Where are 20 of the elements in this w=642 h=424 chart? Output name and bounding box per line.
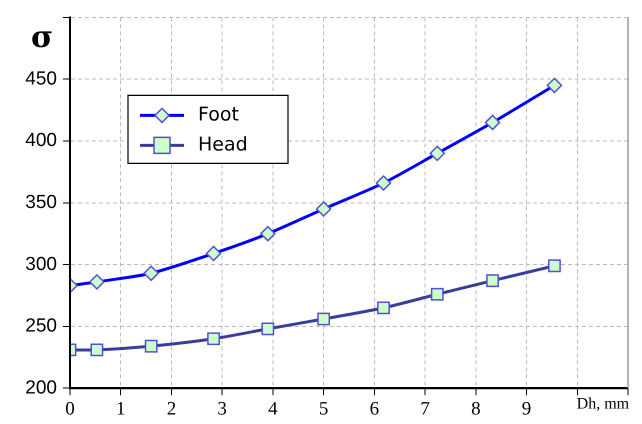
y-tick-label: 200 — [25, 377, 57, 398]
y-tick-label: 450 — [25, 68, 57, 90]
y-tick-label: 300 — [25, 254, 57, 275]
x-tick-label: 4 — [268, 398, 278, 420]
x-tick-label: 8 — [471, 398, 481, 420]
y-tick-label: 250 — [25, 316, 57, 337]
legend-label: Head — [198, 133, 248, 156]
y-tick-label: 350 — [25, 192, 57, 214]
x-tick-label: 6 — [370, 398, 380, 420]
x-tick-label: 7 — [420, 398, 430, 420]
y-tick-label: 400 — [25, 130, 57, 152]
x-tick-label: 3 — [217, 398, 227, 420]
x-tick-label: 2 — [166, 398, 176, 420]
x-axis-title: Dh, mm — [576, 395, 630, 412]
x-tick-label: 0 — [65, 398, 75, 420]
legend-label: Foot — [198, 103, 239, 126]
y-axis-title: σ — [30, 20, 54, 56]
x-tick-label: 1 — [116, 398, 126, 420]
x-tick-label: 5 — [318, 398, 328, 420]
x-tick-label: 9 — [522, 398, 532, 420]
